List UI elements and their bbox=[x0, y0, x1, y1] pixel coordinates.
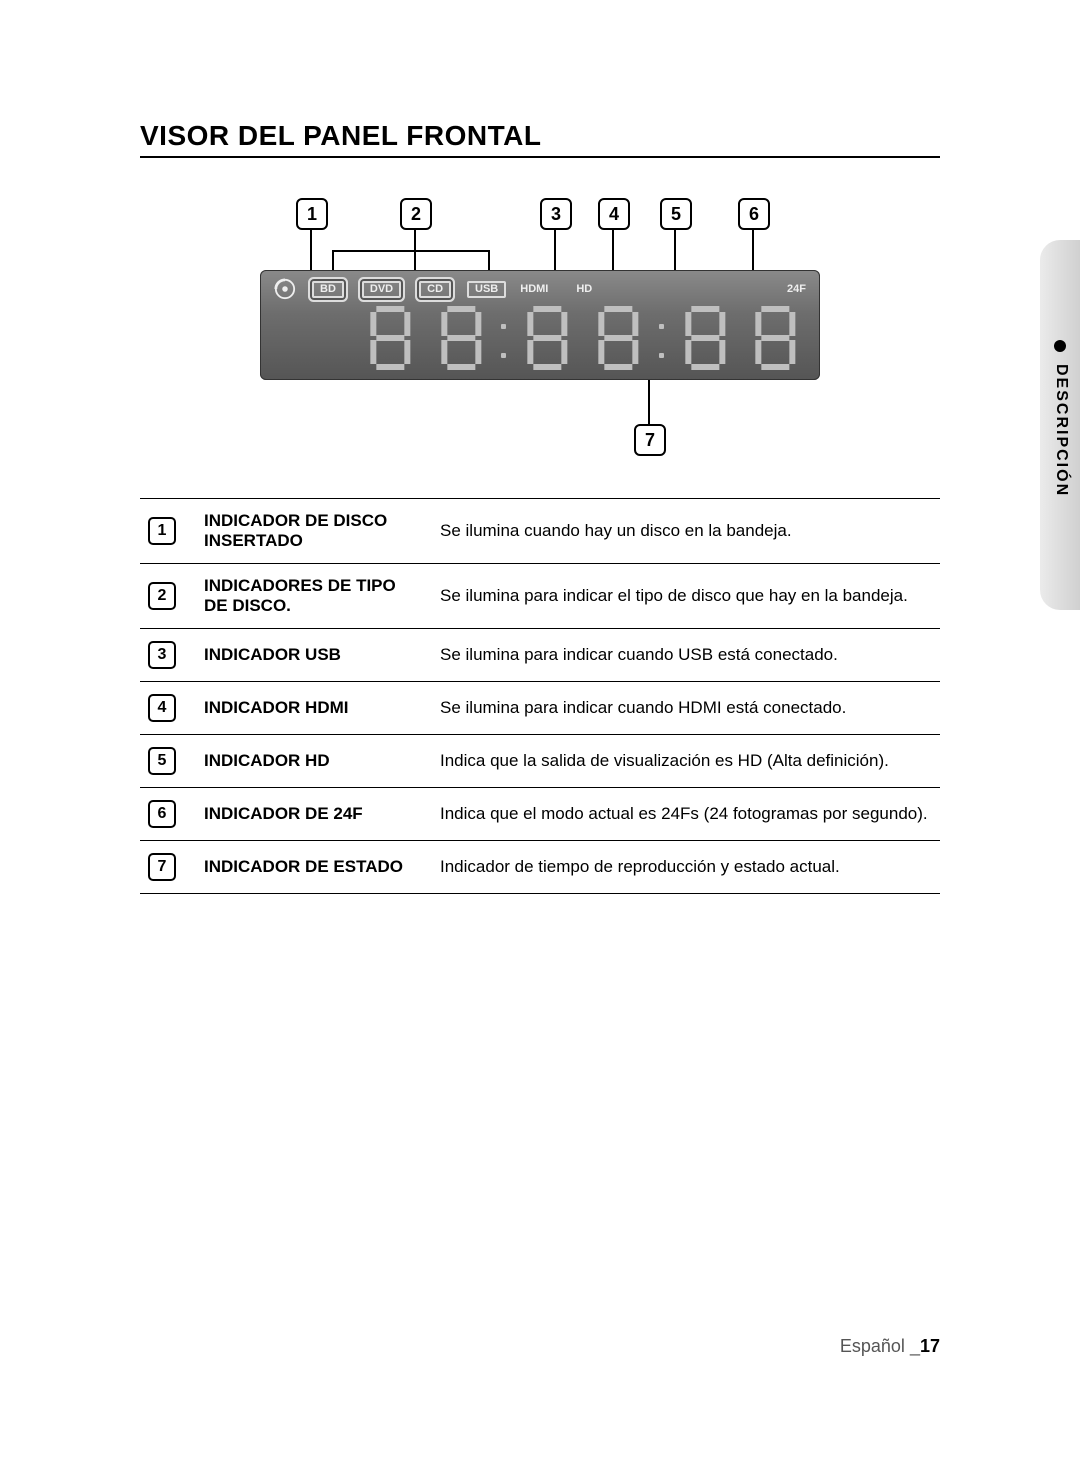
row-name: INDICADOR HDMI bbox=[196, 682, 432, 735]
leader-3 bbox=[554, 228, 556, 276]
page-title: VISOR DEL PANEL FRONTAL bbox=[140, 120, 940, 158]
callout-3: 3 bbox=[540, 198, 572, 230]
callout-4-num: 4 bbox=[609, 204, 619, 225]
row-num-box: 3 bbox=[148, 641, 176, 669]
row-desc: Indica que el modo actual es 24Fs (24 fo… bbox=[432, 788, 940, 841]
row-name: INDICADOR DE 24F bbox=[196, 788, 432, 841]
row-num-cell: 3 bbox=[140, 629, 196, 682]
footer-lang: Español bbox=[840, 1336, 905, 1356]
row-desc: Indica que la salida de visualización es… bbox=[432, 735, 940, 788]
side-tab: DESCRIPCIÓN bbox=[1040, 240, 1080, 610]
side-tab-label: DESCRIPCIÓN bbox=[1052, 364, 1070, 497]
label-24f: 24F bbox=[787, 283, 806, 295]
display-panel: BD DVD CD USB HDMI HD 24F bbox=[260, 270, 820, 380]
callout-5: 5 bbox=[660, 198, 692, 230]
row-num-box: 6 bbox=[148, 800, 176, 828]
diagram-wrap: 1 2 3 4 5 6 bbox=[140, 198, 940, 458]
colon-icon bbox=[659, 306, 665, 370]
table-row: 5 INDICADOR HDIndica que la salida de vis… bbox=[140, 735, 940, 788]
label-hdmi: HDMI bbox=[520, 283, 548, 295]
front-panel-diagram: 1 2 3 4 5 6 bbox=[260, 198, 820, 458]
table-row: 7 INDICADOR DE ESTADOIndicador de tiempo … bbox=[140, 841, 940, 894]
row-num-cell: 2 bbox=[140, 564, 196, 629]
seg-digit bbox=[745, 306, 806, 370]
callout-2-num: 2 bbox=[411, 204, 421, 225]
row-desc: Se ilumina para indicar cuando HDMI está… bbox=[432, 682, 940, 735]
callout-7: 7 bbox=[634, 424, 666, 456]
label-hd: HD bbox=[576, 283, 592, 295]
callout-6-num: 6 bbox=[749, 204, 759, 225]
row-num-box: 1 bbox=[148, 517, 176, 545]
leader-2-hbar bbox=[332, 250, 488, 252]
seg-digit bbox=[675, 306, 736, 370]
table-row: 1 INDICADOR DE DISCO INSERTADOSe ilumina … bbox=[140, 499, 940, 564]
row-num-cell: 1 bbox=[140, 499, 196, 564]
content: VISOR DEL PANEL FRONTAL 1 2 3 4 5 6 bbox=[0, 0, 1080, 894]
indicator-table: 1INDICADOR DE DISCO INSERTADOSe ilumina … bbox=[140, 498, 940, 894]
table-row: 6 INDICADOR DE 24FIndica que el modo actu… bbox=[140, 788, 940, 841]
label-dvd: DVD bbox=[362, 281, 401, 298]
side-tab-dot-icon bbox=[1054, 340, 1066, 352]
callout-3-num: 3 bbox=[551, 204, 561, 225]
label-usb: USB bbox=[467, 281, 506, 298]
seg-digit bbox=[517, 306, 578, 370]
row-num-cell: 5 bbox=[140, 735, 196, 788]
row-num-cell: 4 bbox=[140, 682, 196, 735]
row-desc: Se ilumina para indicar el tipo de disco… bbox=[432, 564, 940, 629]
page: DESCRIPCIÓN VISOR DEL PANEL FRONTAL 1 2 … bbox=[0, 0, 1080, 1477]
callout-5-num: 5 bbox=[671, 204, 681, 225]
leader-1 bbox=[310, 228, 312, 276]
label-bd: BD bbox=[312, 281, 344, 298]
footer-sep: _ bbox=[910, 1336, 920, 1356]
leader-4 bbox=[612, 228, 614, 276]
page-footer: Español _17 bbox=[840, 1336, 940, 1357]
row-num-box: 5 bbox=[148, 747, 176, 775]
table-row: 3 INDICADOR USBSe ilumina para indicar cu… bbox=[140, 629, 940, 682]
row-num-box: 2 bbox=[148, 582, 176, 610]
footer-page-number: 17 bbox=[920, 1336, 940, 1356]
row-name: INDICADOR HD bbox=[196, 735, 432, 788]
seven-segment-row bbox=[360, 306, 806, 370]
leader-6 bbox=[752, 228, 754, 276]
row-num-box: 7 bbox=[148, 853, 176, 881]
row-desc: Indicador de tiempo de reproducción y es… bbox=[432, 841, 940, 894]
row-num-cell: 6 bbox=[140, 788, 196, 841]
seg-digit bbox=[588, 306, 649, 370]
table-row: 4 INDICADOR HDMISe ilumina para indicar c… bbox=[140, 682, 940, 735]
leader-7 bbox=[648, 380, 650, 424]
callout-4: 4 bbox=[598, 198, 630, 230]
table-row: 2 INDICADORES DE TIPO DE DISCO.Se ilumina… bbox=[140, 564, 940, 629]
leader-2-stem bbox=[414, 228, 416, 250]
colon-icon bbox=[501, 306, 507, 370]
row-name: INDICADOR DE DISCO INSERTADO bbox=[196, 499, 432, 564]
row-name: INDICADOR USB bbox=[196, 629, 432, 682]
callout-6: 6 bbox=[738, 198, 770, 230]
row-num-box: 4 bbox=[148, 694, 176, 722]
row-name: INDICADOR DE ESTADO bbox=[196, 841, 432, 894]
callout-2: 2 bbox=[400, 198, 432, 230]
seg-digit bbox=[431, 306, 492, 370]
panel-label-row: BD DVD CD USB HDMI HD 24F bbox=[274, 278, 806, 300]
callout-7-num: 7 bbox=[645, 430, 655, 451]
row-name: INDICADORES DE TIPO DE DISCO. bbox=[196, 564, 432, 629]
seg-digit bbox=[360, 306, 421, 370]
disc-icon bbox=[274, 278, 296, 300]
leader-5 bbox=[674, 228, 676, 276]
callout-1-num: 1 bbox=[307, 204, 317, 225]
row-num-cell: 7 bbox=[140, 841, 196, 894]
label-cd: CD bbox=[419, 281, 451, 298]
callout-1: 1 bbox=[296, 198, 328, 230]
row-desc: Se ilumina cuando hay un disco en la ban… bbox=[432, 499, 940, 564]
row-desc: Se ilumina para indicar cuando USB está … bbox=[432, 629, 940, 682]
